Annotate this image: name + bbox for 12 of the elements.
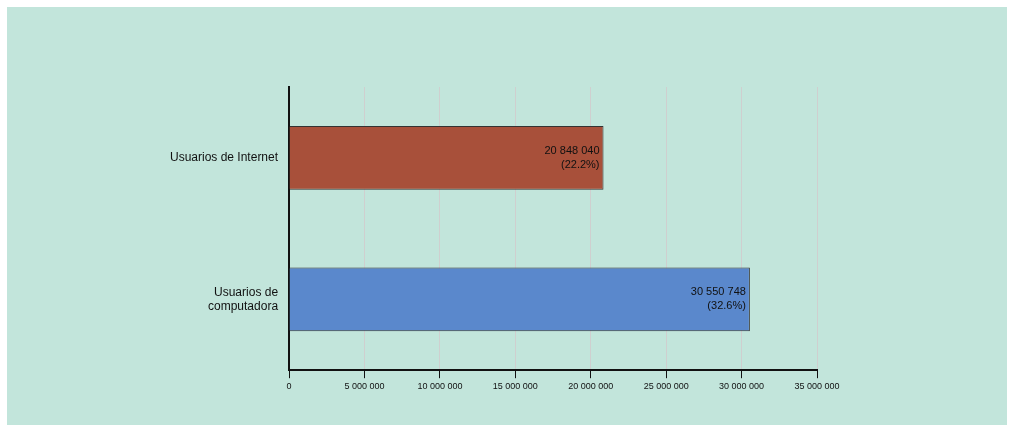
x-tick-label: 5 000 000 — [344, 381, 385, 392]
x-tick-label: 10 000 000 — [417, 381, 463, 392]
x-tick-label: 30 000 000 — [719, 381, 765, 392]
x-tick-label: 35 000 000 — [794, 381, 840, 392]
y-tick-label: Usuarios de Internet — [170, 150, 279, 165]
x-tick-label: 25 000 000 — [643, 381, 689, 392]
data-label: 20 848 040 (22.2%) — [544, 143, 600, 170]
x-tick-label: 0 — [286, 381, 292, 392]
data-label: 30 550 748 (32.6%) — [690, 285, 746, 312]
x-tick-label: 15 000 000 — [492, 381, 538, 392]
x-tick-label: 20 000 000 — [568, 381, 614, 392]
y-tick-label: Usuarios de computadora — [208, 284, 279, 313]
